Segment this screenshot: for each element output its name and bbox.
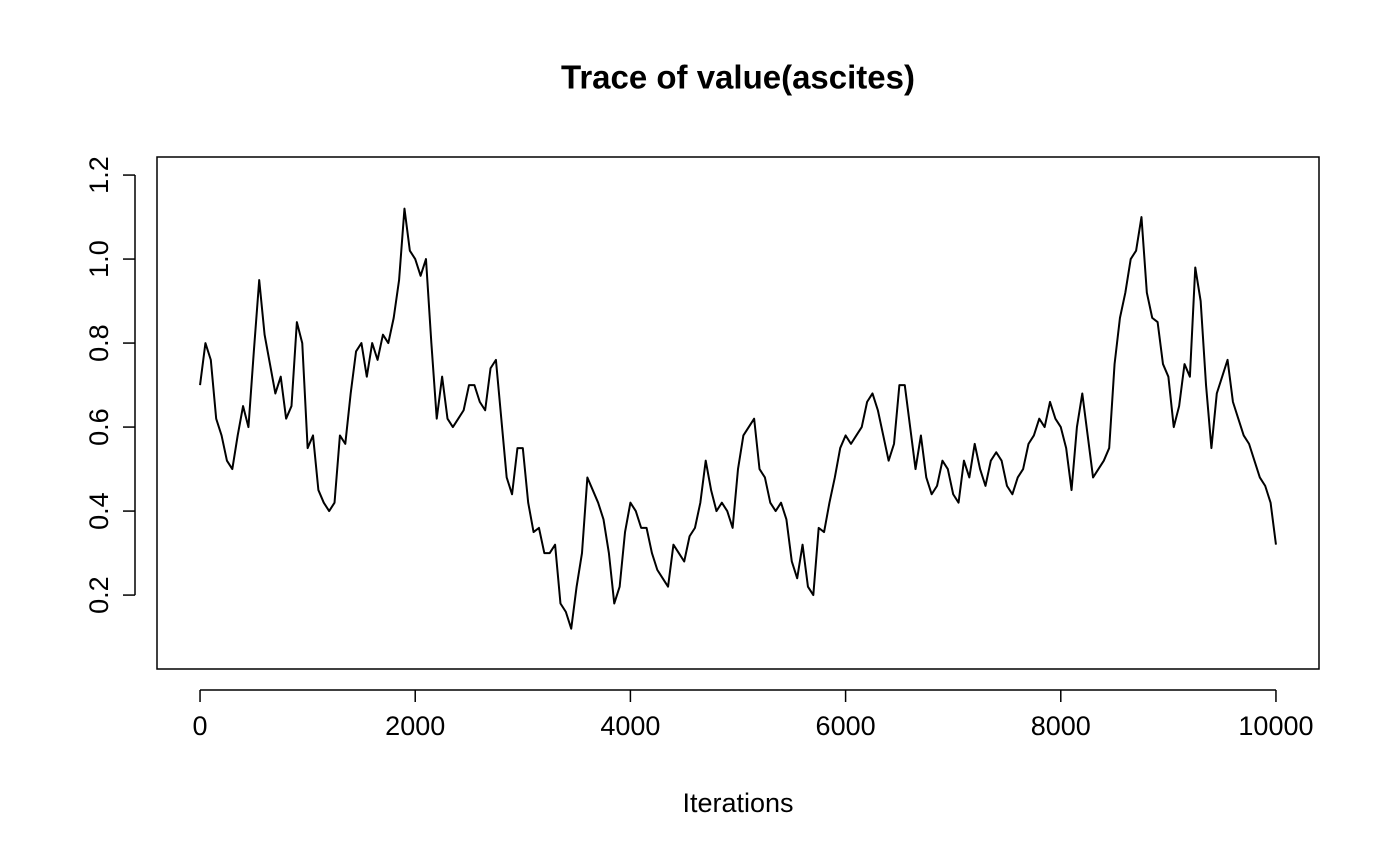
- x-tick-label: 0: [193, 711, 208, 741]
- y-tick-label: 1.0: [84, 240, 114, 278]
- x-tick-label: 2000: [385, 711, 445, 741]
- trace-line: [199, 207, 1277, 630]
- chart-title: Trace of value(ascites): [561, 59, 915, 96]
- y-tick-label: 1.2: [84, 156, 114, 194]
- x-tick-label: 8000: [1031, 711, 1091, 741]
- x-tick-label: 4000: [600, 711, 660, 741]
- y-tick-label: 0.8: [84, 324, 114, 362]
- x-tick-label: 6000: [816, 711, 876, 741]
- y-tick-label: 0.6: [84, 408, 114, 446]
- y-tick-label: 0.4: [84, 492, 114, 530]
- y-tick-label: 0.2: [84, 576, 114, 614]
- x-axis-label: Iterations: [682, 788, 793, 818]
- x-tick-label: 10000: [1238, 711, 1313, 741]
- plot-box: [156, 156, 1320, 670]
